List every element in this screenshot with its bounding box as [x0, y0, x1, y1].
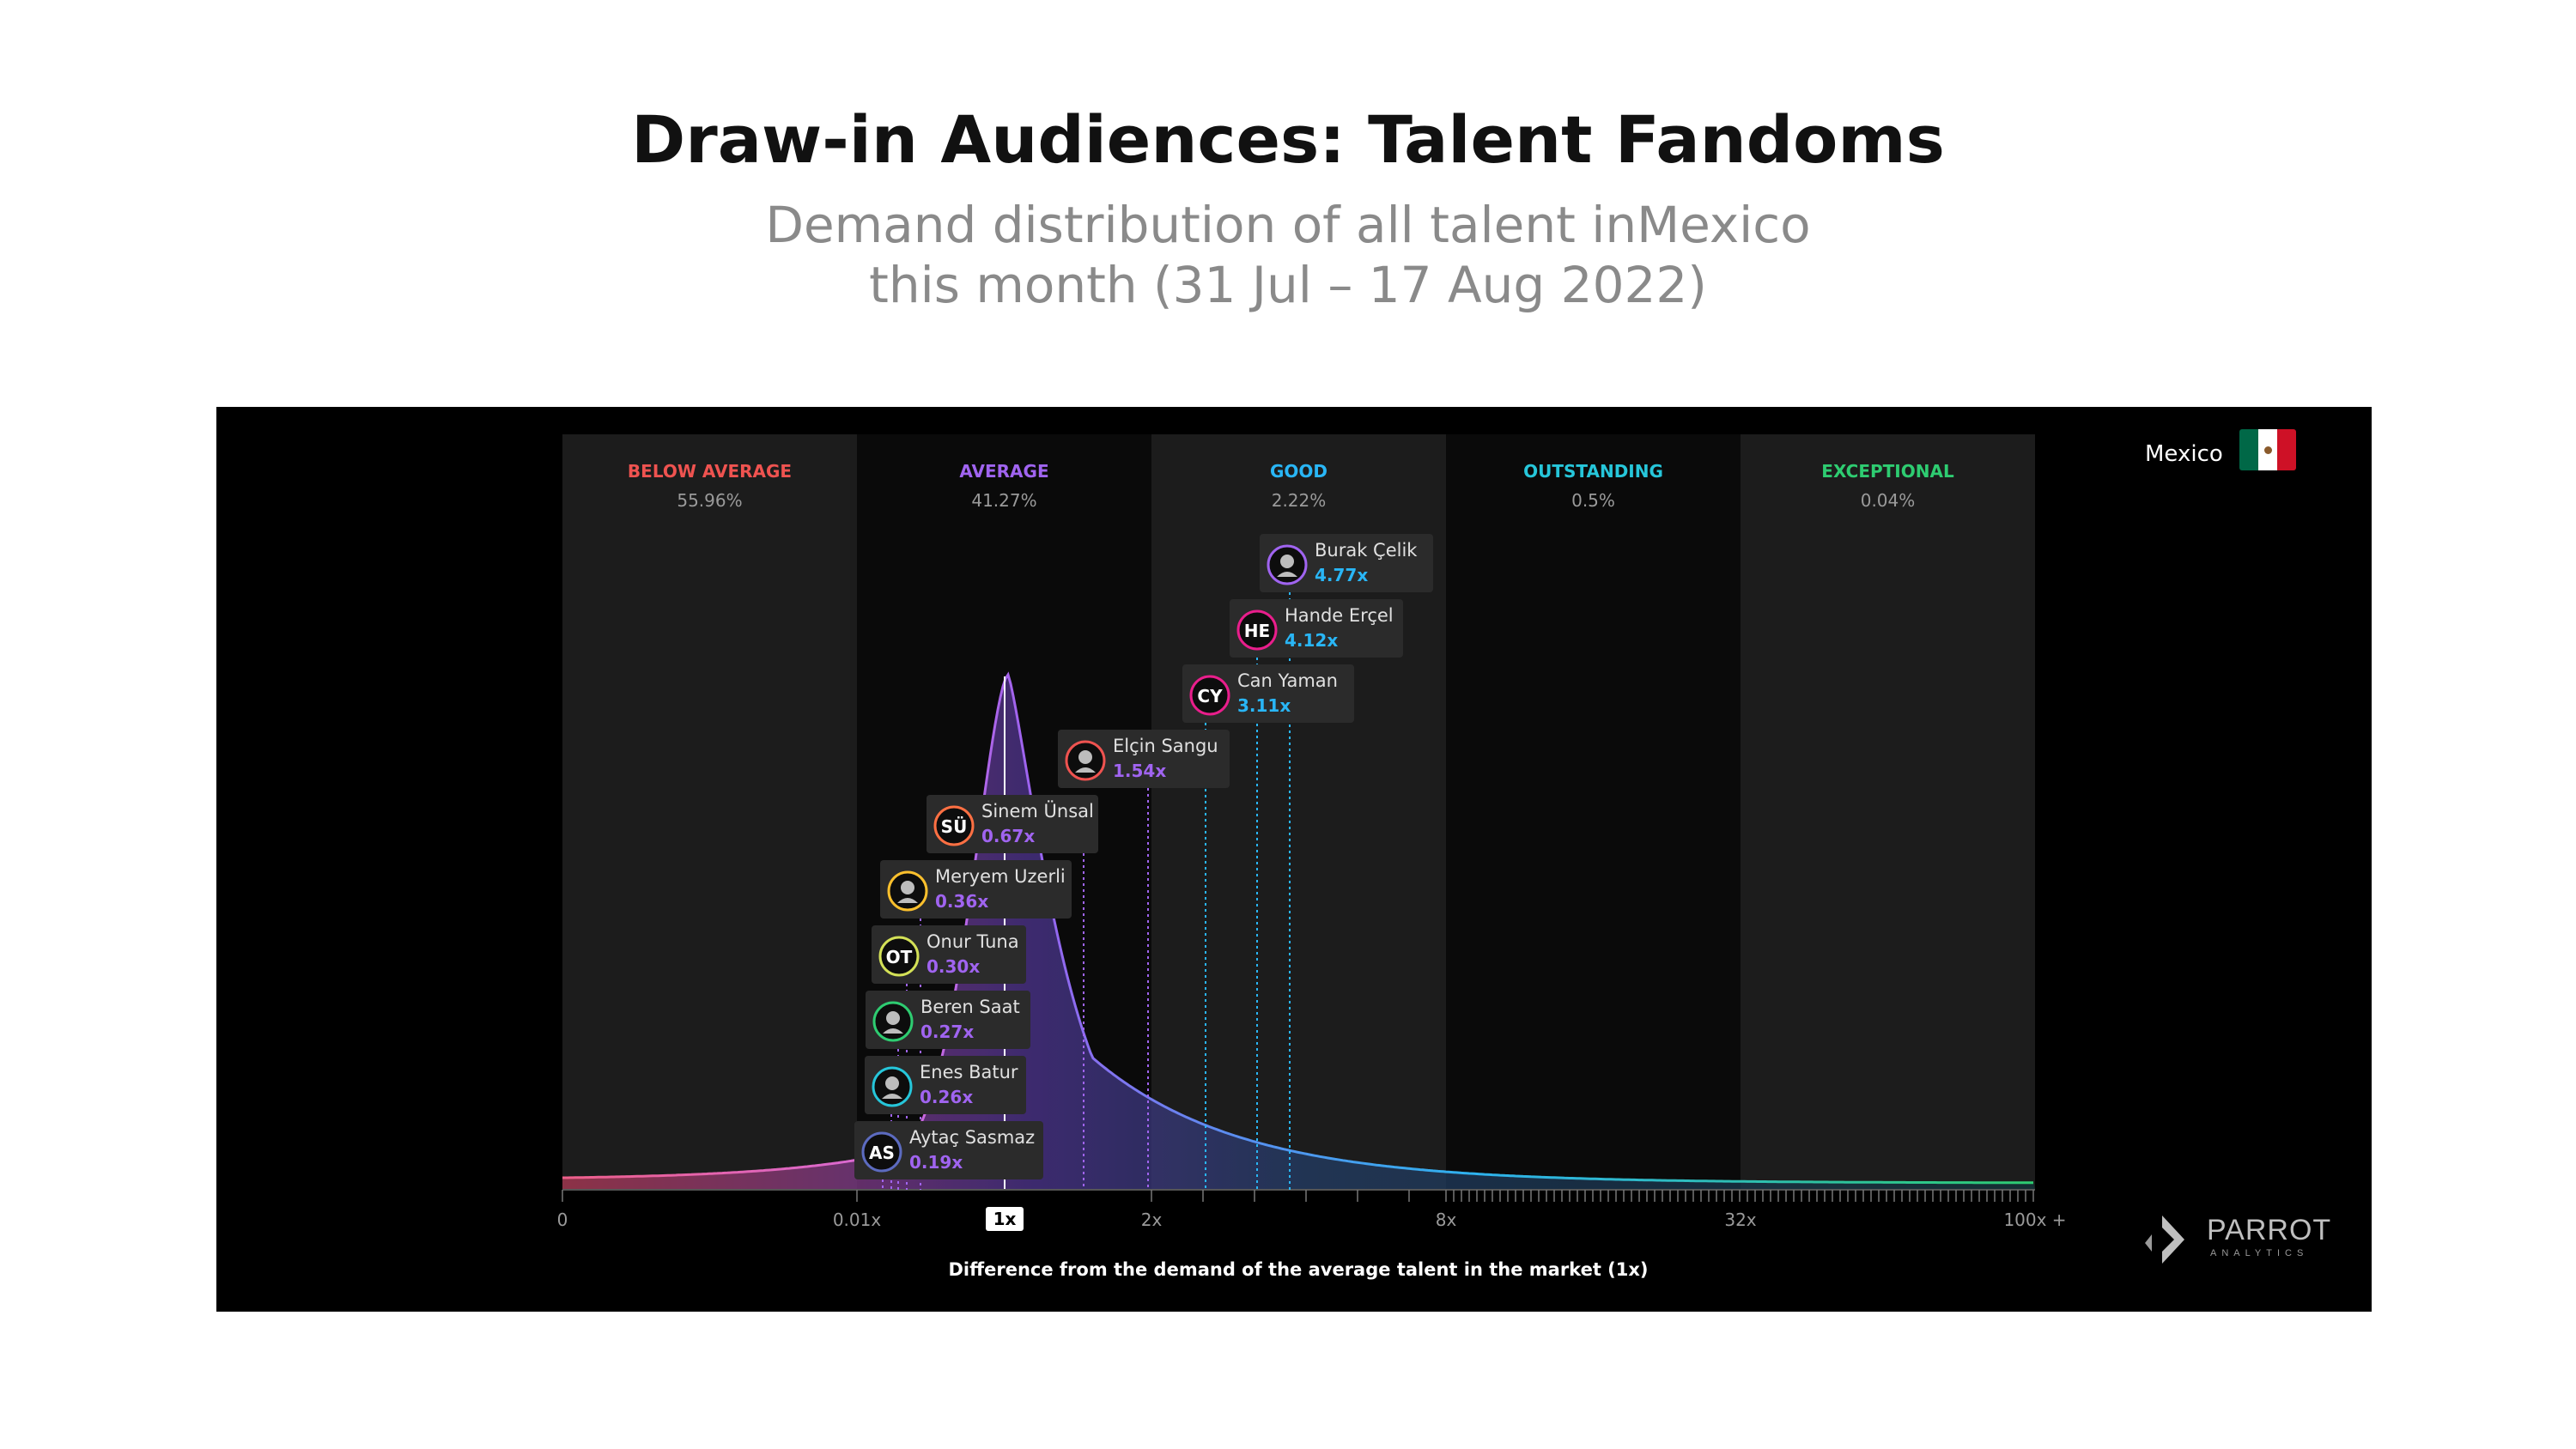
talent-value: 0.30x	[927, 956, 980, 977]
band-share: 0.04%	[1861, 490, 1916, 511]
band-exceptional	[1741, 434, 2035, 1190]
talent-initials: HE	[1244, 621, 1270, 641]
distribution-curve	[562, 671, 2033, 1185]
band-label: BELOW AVERAGE	[628, 461, 792, 482]
country-label: Mexico	[2145, 441, 2223, 467]
avatar-person-icon	[886, 1011, 900, 1025]
avatar-person-icon	[1277, 572, 1297, 577]
mexico-flag-icon	[2239, 429, 2296, 470]
talent-name: Hande Erçel	[1285, 605, 1394, 626]
chart-subtitle-line-2: this month (31 Jul – 17 Aug 2022)	[869, 256, 1707, 314]
avatar-person-icon	[882, 1094, 902, 1099]
band-share: 41.27%	[971, 490, 1036, 511]
band-share: 55.96%	[677, 490, 742, 511]
flag-stripe-white	[2258, 429, 2277, 470]
flag-stripe-red	[2277, 429, 2296, 470]
talent-name: Elçin Sangu	[1113, 736, 1218, 756]
talent-label-box	[854, 1121, 1043, 1179]
distribution-chart: BELOW AVERAGE 55.96% AVERAGE 41.27% GOOD 2.22…	[557, 434, 2067, 1280]
chart-panel: BELOW AVERAGE 55.96% AVERAGE 41.27% GOOD 2.22…	[216, 407, 2372, 1312]
talent-name: Beren Saat	[920, 997, 1020, 1017]
talent-value: 0.27x	[920, 1022, 974, 1042]
band-share: 2.22%	[1272, 490, 1327, 511]
mean-tick-badge	[986, 1207, 1024, 1231]
parrot-logo-icon	[2145, 1216, 2184, 1264]
avatar-person-icon	[1075, 767, 1096, 773]
avatar-person-icon	[1280, 555, 1294, 568]
band-outstanding	[1446, 434, 1741, 1190]
avatar-person-icon	[901, 881, 914, 894]
band-label: OUTSTANDING	[1523, 461, 1663, 482]
talent-initials: AS	[869, 1143, 895, 1163]
talent-initials-avatar	[1189, 675, 1230, 716]
tick-label: 0	[557, 1210, 568, 1230]
talent-name: Enes Batur	[920, 1062, 1018, 1082]
talent-name: Sinem Ünsal	[981, 800, 1094, 822]
flag-emblem	[2263, 446, 2272, 454]
talent-value: 0.19x	[909, 1152, 963, 1173]
logo-subtext: ANALYTICS	[2210, 1248, 2309, 1258]
talent-value: 0.26x	[920, 1087, 973, 1107]
talent-value: 0.36x	[935, 891, 988, 912]
avatar-person-icon	[883, 1028, 903, 1034]
talent-value: 0.67x	[981, 826, 1035, 846]
talent-initials-avatar	[1236, 609, 1278, 651]
talent-label-box	[1230, 599, 1403, 658]
talent-label-box	[1260, 534, 1433, 592]
talent-value: 4.12x	[1285, 630, 1338, 651]
talent-value: 4.77x	[1315, 565, 1368, 585]
talent-name: Burak Çelik	[1315, 540, 1418, 561]
parrot-analytics-logo: PARROT ANALYTICS	[2140, 1209, 2332, 1269]
band-label: GOOD	[1270, 461, 1327, 482]
talent-initials-avatar	[861, 1131, 902, 1173]
talent-name: Meryem Uzerli	[935, 866, 1066, 887]
talent-name: Aytaç Sasmaz	[909, 1127, 1035, 1148]
tick-label: 1x	[993, 1209, 1017, 1229]
band-label: AVERAGE	[959, 461, 1048, 482]
avatar-person-icon	[1078, 750, 1092, 764]
chart-subtitle-line-1: Demand distribution of all talent inMexi…	[765, 196, 1811, 254]
talent-initials-avatar	[933, 805, 975, 846]
chart-title: Draw-in Audiences: Talent Fandoms	[631, 101, 1945, 178]
tick-label: 0.01x	[833, 1210, 882, 1230]
logo-wordmark: PARROT	[2207, 1214, 2332, 1246]
talent-value: 3.11x	[1237, 695, 1291, 716]
x-axis-title: Difference from the demand of the averag…	[948, 1259, 1648, 1280]
talent-initials-avatar	[878, 936, 920, 977]
flag-stripe-green	[2239, 429, 2258, 470]
band-label: EXCEPTIONAL	[1821, 461, 1954, 482]
avatar-person-icon	[885, 1076, 899, 1090]
talent-initials: OT	[886, 947, 913, 967]
tick-label: 2x	[1141, 1210, 1163, 1230]
tick-label: 8x	[1436, 1210, 1457, 1230]
talent-value: 1.54x	[1113, 761, 1166, 781]
talent-name: Can Yaman	[1237, 670, 1338, 691]
tick-label: 100x +	[2003, 1210, 2066, 1230]
avatar-person-icon	[897, 898, 918, 903]
talent-initials: SÜ	[941, 816, 968, 837]
band-below-average	[562, 434, 857, 1190]
talent-name: Onur Tuna	[927, 931, 1019, 952]
band-share: 0.5%	[1571, 490, 1615, 511]
talent-label-box	[880, 860, 1072, 919]
talent-initials: CY	[1197, 686, 1223, 706]
tick-label: 32x	[1724, 1210, 1756, 1230]
